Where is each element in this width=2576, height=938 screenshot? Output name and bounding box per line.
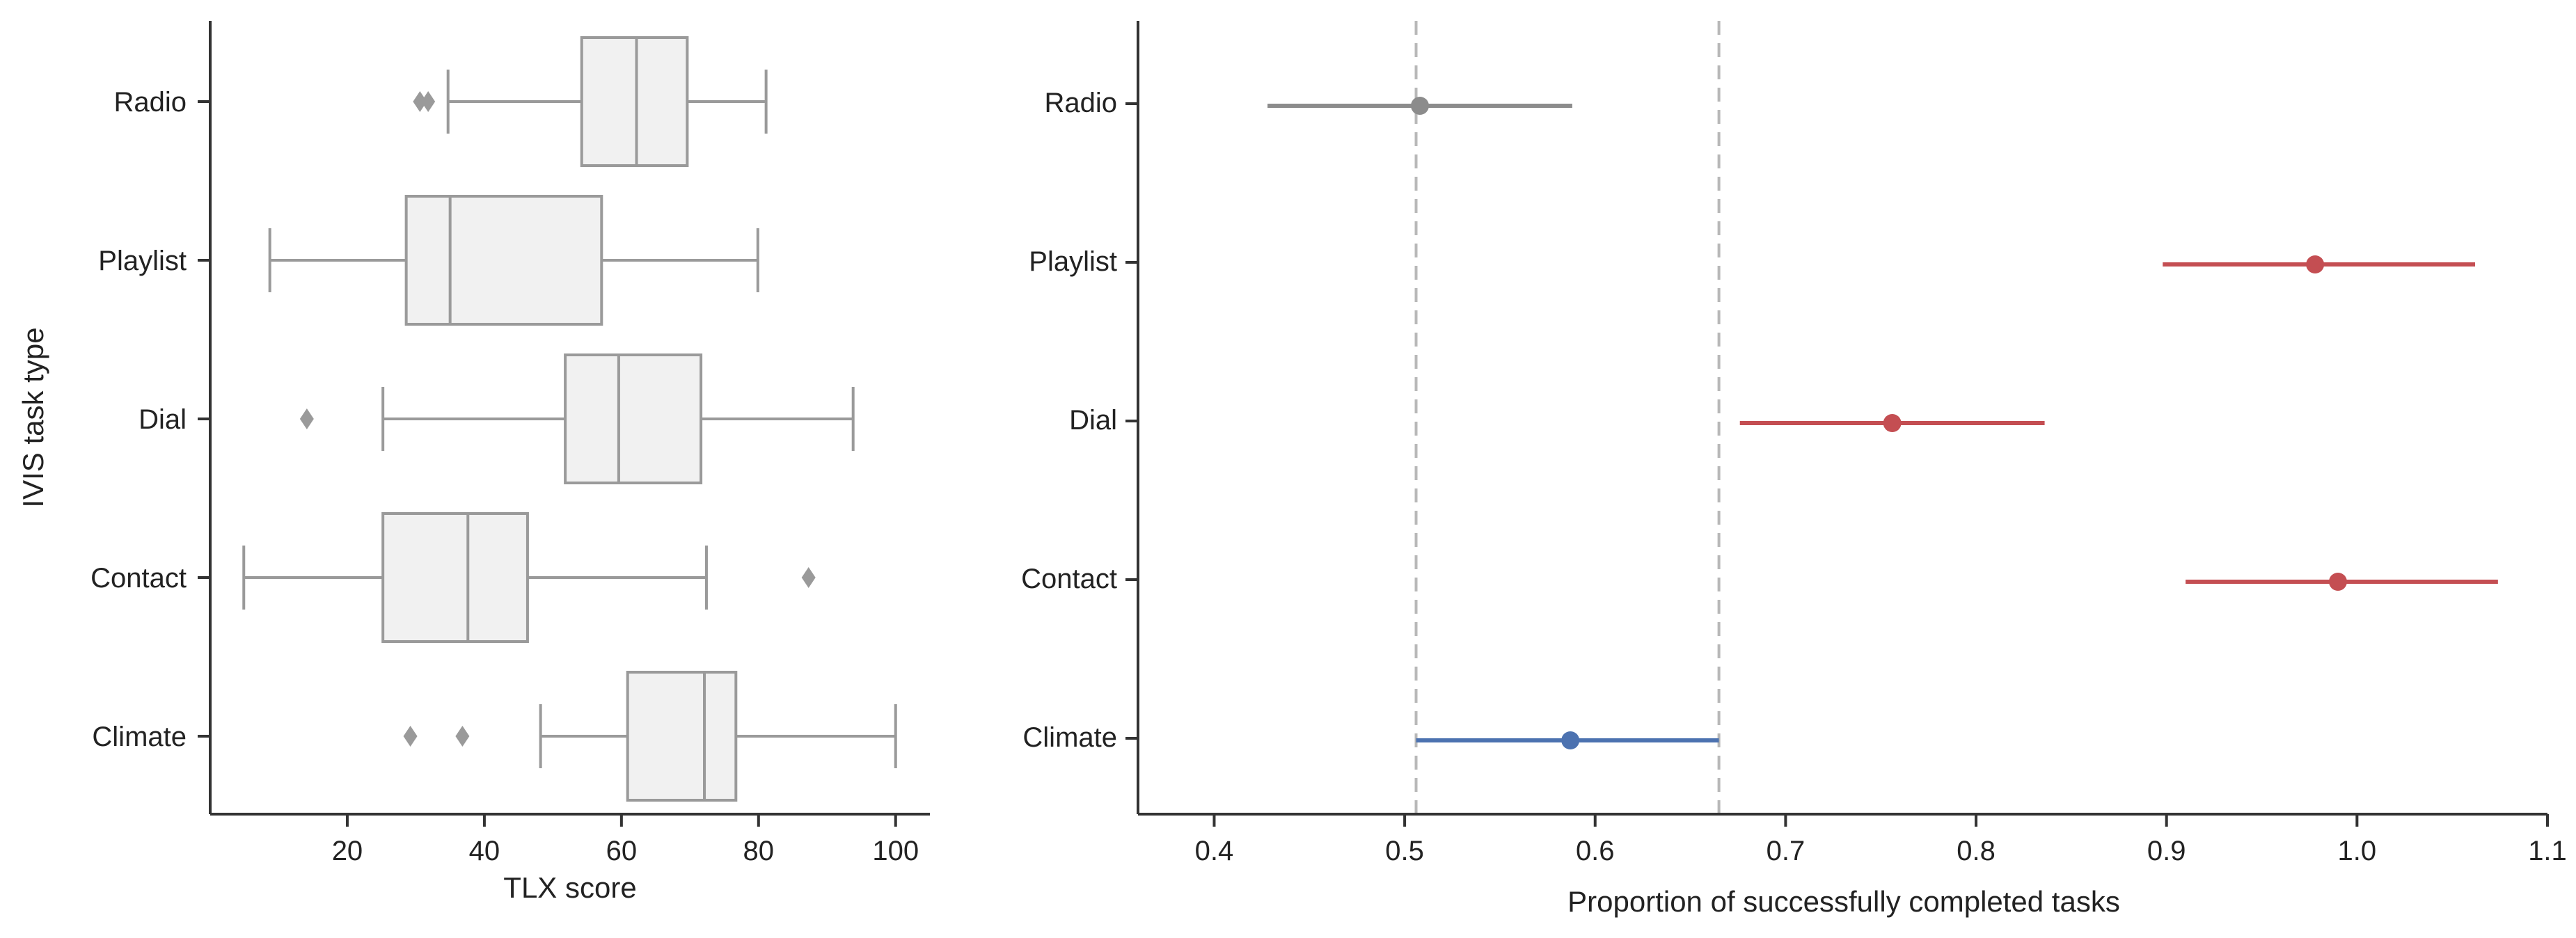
point-x-tick-label-0-7: 0.7 <box>1767 836 1805 866</box>
point-y-tick-label-playlist: Playlist <box>1029 246 1117 277</box>
point-y-tick-label-climate: Climate <box>1022 722 1117 753</box>
box-plot-y-ticks: Radio Playlist Dial Contact Climate <box>90 87 210 752</box>
point-x-tick-label-1-1: 1.1 <box>2528 836 2567 866</box>
point-climate <box>1561 731 1580 749</box>
point-range-marks <box>1267 97 2498 749</box>
point-range-x-axis-title: Proportion of successfully completed tas… <box>1567 885 2120 918</box>
y-tick-label-playlist: Playlist <box>98 246 187 276</box>
point-x-tick-label-0-4: 0.4 <box>1195 836 1234 866</box>
point-contact <box>2328 573 2347 591</box>
point-y-tick-label-dial: Dial <box>1069 405 1117 436</box>
outlier-climate-1 <box>455 726 470 747</box>
point-playlist <box>2306 255 2325 273</box>
x-tick-label-60: 60 <box>606 836 638 866</box>
box-radio <box>580 36 689 167</box>
point-radio <box>1411 97 1429 115</box>
x-tick-label-100: 100 <box>872 836 919 866</box>
tlx-box-plot-panel: Radio Playlist Dial Contact Climate 20 40 60 80… <box>17 21 930 904</box>
y-tick-label-dial: Dial <box>139 404 187 435</box>
box-climate <box>626 671 738 802</box>
point-x-tick-label-1-0: 1.0 <box>2338 836 2377 866</box>
outlier-radio-1 <box>421 91 436 112</box>
point-dial <box>1883 414 1902 432</box>
box-plot-x-ticks: 20 40 60 80 100 <box>332 814 919 866</box>
point-range-x-ticks: 0.4 0.5 0.6 0.7 0.8 0.9 1.0 1.1 <box>1195 814 2567 866</box>
box-plot-x-axis-title: TLX score <box>503 871 636 904</box>
box-plot-y-axis-title: IVIS task type <box>17 327 49 507</box>
point-range-y-ticks: Radio Playlist Dial Contact Climate <box>1021 88 1138 753</box>
reference-lines <box>1414 21 1721 814</box>
y-tick-label-contact: Contact <box>90 563 187 594</box>
point-y-tick-label-radio: Radio <box>1044 88 1117 118</box>
point-y-tick-label-contact: Contact <box>1021 564 1117 594</box>
point-x-tick-label-0-9: 0.9 <box>2147 836 2186 866</box>
box-plot-marks <box>242 36 897 802</box>
box-contact <box>381 512 529 643</box>
y-tick-label-radio: Radio <box>113 87 187 118</box>
outlier-climate-0 <box>403 726 418 747</box>
x-tick-label-80: 80 <box>743 836 775 866</box>
outlier-radio-0 <box>413 91 427 112</box>
point-x-tick-label-0-8: 0.8 <box>1957 836 1996 866</box>
y-tick-label-climate: Climate <box>92 722 187 752</box>
outlier-dial-0 <box>299 408 314 429</box>
x-tick-label-20: 20 <box>332 836 363 866</box>
point-x-tick-label-0-6: 0.6 <box>1576 836 1615 866</box>
box-dial <box>564 353 703 484</box>
x-tick-label-40: 40 <box>469 836 500 866</box>
box-playlist <box>404 195 603 326</box>
outlier-contact-0 <box>801 567 816 588</box>
point-x-tick-label-0-5: 0.5 <box>1385 836 1424 866</box>
